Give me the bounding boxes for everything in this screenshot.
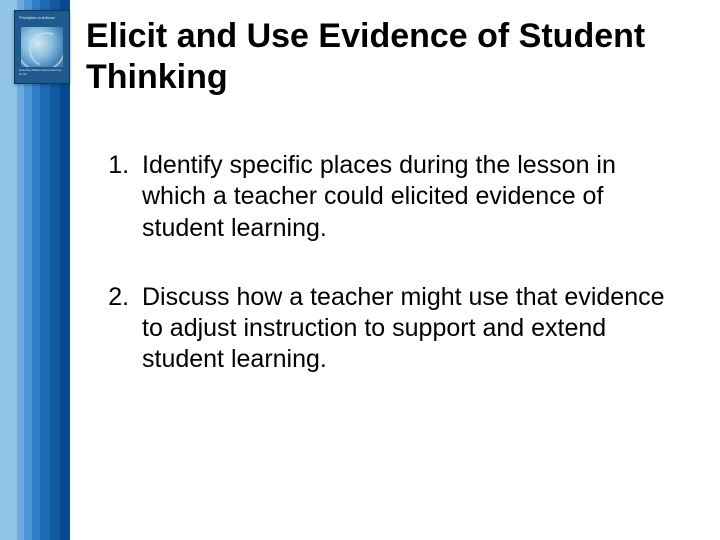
slide-body: Identify specific places during the less… [90,150,670,414]
slide-title-block: Elicit and Use Evidence of Student Think… [86,16,696,98]
book-cover-thumbnail: Principles to Actions Ensuring Mathemati… [14,10,70,84]
book-cover-title: Principles to Actions [19,15,65,25]
list-item: Discuss how a teacher might use that evi… [136,282,670,376]
book-cover-subtitle: Ensuring Mathematical Success for All [19,69,65,79]
numbered-list: Identify specific places during the less… [90,150,670,376]
slide-title: Elicit and Use Evidence of Student Think… [86,16,696,98]
list-item: Identify specific places during the less… [136,150,670,244]
book-cover-artwork [21,27,63,67]
